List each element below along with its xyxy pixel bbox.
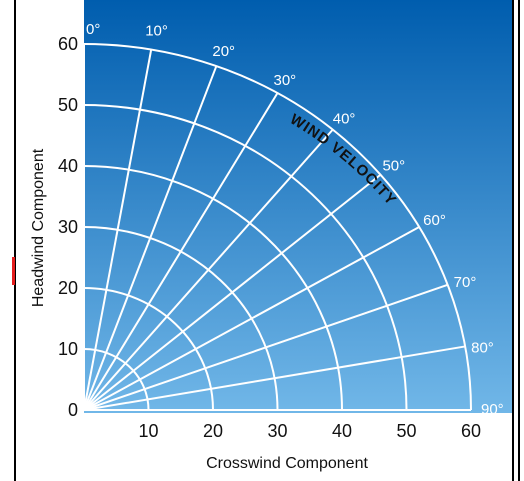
arc-40 xyxy=(83,165,343,411)
x-tick-40: 40 xyxy=(332,421,352,441)
frame-right-inner-line xyxy=(512,0,514,481)
y-tick-labels: 0 10 20 30 40 50 60 xyxy=(58,34,78,420)
x-tick-labels: 10 20 30 40 50 60 xyxy=(138,421,481,441)
arc-20 xyxy=(83,287,214,411)
ray-grid xyxy=(83,44,471,411)
arc-60 xyxy=(83,43,472,411)
x-tick-10: 10 xyxy=(138,421,158,441)
x-tick-60: 60 xyxy=(461,421,481,441)
y-tick-0: 0 xyxy=(68,400,78,420)
angle-label-60: 60° xyxy=(423,212,446,229)
y-tick-30: 30 xyxy=(58,217,78,237)
y-tick-40: 40 xyxy=(58,156,78,176)
ray-60 xyxy=(83,226,420,411)
ray-80 xyxy=(83,345,466,411)
angle-label-70: 70° xyxy=(454,274,477,291)
angle-label-20: 20° xyxy=(212,43,235,60)
y-axis-title: Headwind Component xyxy=(30,148,47,307)
arc-50 xyxy=(83,104,408,411)
ray-70 xyxy=(83,283,448,411)
y-tick-10: 10 xyxy=(58,339,78,359)
angle-label-90: 90° xyxy=(481,401,504,418)
angle-labels: 0° 10° 20° 30° 40° 50° 60° 70° 80° 90° xyxy=(86,21,504,418)
angle-label-80: 80° xyxy=(471,339,494,356)
ray-50 xyxy=(83,173,382,411)
angle-label-40: 40° xyxy=(333,111,356,128)
y-tick-50: 50 xyxy=(58,95,78,115)
x-tick-30: 30 xyxy=(267,421,287,441)
frame-right-outer-line xyxy=(518,0,520,481)
x-axis-title: Crosswind Component xyxy=(206,455,368,472)
x-tick-50: 50 xyxy=(396,421,416,441)
arc-10 xyxy=(83,348,150,411)
ray-40 xyxy=(83,128,334,411)
angle-label-50: 50° xyxy=(382,158,405,175)
angle-label-0: 0° xyxy=(86,21,100,38)
y-tick-60: 60 xyxy=(58,34,78,54)
red-marker xyxy=(12,257,15,285)
angle-label-10: 10° xyxy=(145,23,168,40)
x-tick-20: 20 xyxy=(203,421,223,441)
frame-left-line xyxy=(14,0,16,481)
plot-background xyxy=(84,0,512,413)
arc-30 xyxy=(83,226,279,411)
arc-grid xyxy=(83,43,472,411)
ray-20 xyxy=(83,65,218,411)
angle-label-30: 30° xyxy=(274,72,297,89)
ray-10 xyxy=(83,49,153,411)
ray-30 xyxy=(83,92,279,411)
y-tick-20: 20 xyxy=(58,278,78,298)
